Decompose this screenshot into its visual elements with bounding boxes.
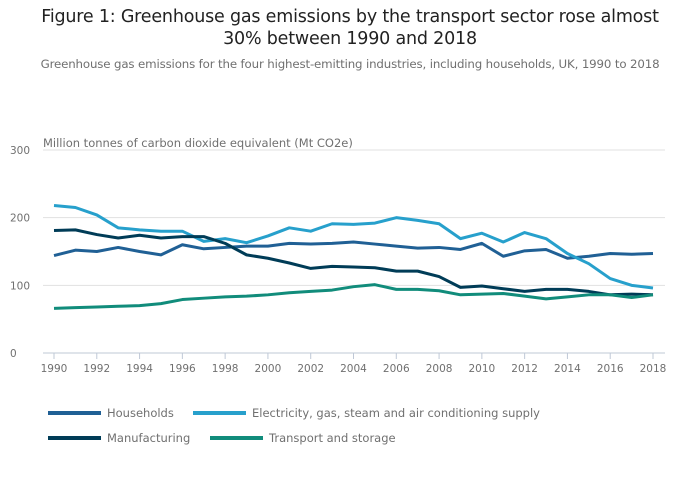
- x-tick-label: 2002: [297, 363, 324, 375]
- x-tick-label: 2012: [511, 363, 538, 375]
- legend-label: Electricity, gas, steam and air conditio…: [252, 406, 540, 420]
- x-tick-label: 1998: [212, 363, 239, 375]
- series-line-manufacturing[interactable]: [53, 228, 654, 297]
- gridlines: [43, 149, 665, 286]
- x-tick-label: 2010: [468, 363, 495, 375]
- legend-label: Manufacturing: [107, 431, 191, 445]
- y-tick-label: 100: [10, 280, 30, 292]
- legend-item[interactable]: Transport and storage: [210, 431, 396, 445]
- chart-title: Figure 1: Greenhouse gas emissions by th…: [0, 6, 700, 50]
- legend-label: Transport and storage: [269, 431, 396, 445]
- x-tick-label: 1994: [126, 363, 153, 375]
- legend-swatch: [210, 436, 263, 440]
- line-chart: 0 100 200 300 Million tonnes of carbon diox…: [10, 136, 667, 375]
- y-tick-label: 300: [10, 145, 30, 157]
- x-tick-label: 1996: [169, 363, 196, 375]
- legend-swatch: [193, 411, 246, 415]
- series-line-transport-and-storage[interactable]: [53, 283, 654, 310]
- x-tick-label: 2006: [383, 363, 410, 375]
- y-axis-ticks: 0 100 200 300: [10, 145, 30, 360]
- x-tick-label: 2014: [554, 363, 581, 375]
- x-tick-label: 2016: [597, 363, 624, 375]
- series-line-electricity-gas-steam-and-air-conditioning-supply[interactable]: [53, 203, 654, 290]
- legend-item[interactable]: Households: [48, 406, 174, 420]
- series-lines: [53, 203, 654, 310]
- x-tick-label: 2000: [255, 363, 282, 375]
- legend-item[interactable]: Electricity, gas, steam and air conditio…: [193, 406, 540, 420]
- x-tick-label: 2018: [640, 363, 667, 375]
- x-tick-label: 2008: [426, 363, 453, 375]
- x-tick-label: 2004: [340, 363, 367, 375]
- y-tick-label: 0: [10, 348, 17, 360]
- legend-label: Households: [107, 406, 174, 420]
- chart-title-line-2: 30% between 1990 and 2018: [223, 29, 477, 49]
- series-line-households[interactable]: [53, 240, 654, 260]
- legend-swatch: [48, 411, 101, 415]
- y-axis-label: Million tonnes of carbon dioxide equival…: [43, 136, 353, 150]
- x-tick-label: 1990: [41, 363, 68, 375]
- x-tick-label: 1992: [83, 363, 110, 375]
- chart-title-line-1: Figure 1: Greenhouse gas emissions by th…: [41, 7, 659, 27]
- legend-swatch: [48, 436, 101, 440]
- x-axis: 1990 1992 1994 1996 1998 2000 2002 2004 2006 2008…: [41, 352, 667, 375]
- chart-subtitle: Greenhouse gas emissions for the four hi…: [40, 57, 660, 71]
- legend-item[interactable]: Manufacturing: [48, 431, 190, 445]
- y-tick-label: 200: [10, 213, 30, 225]
